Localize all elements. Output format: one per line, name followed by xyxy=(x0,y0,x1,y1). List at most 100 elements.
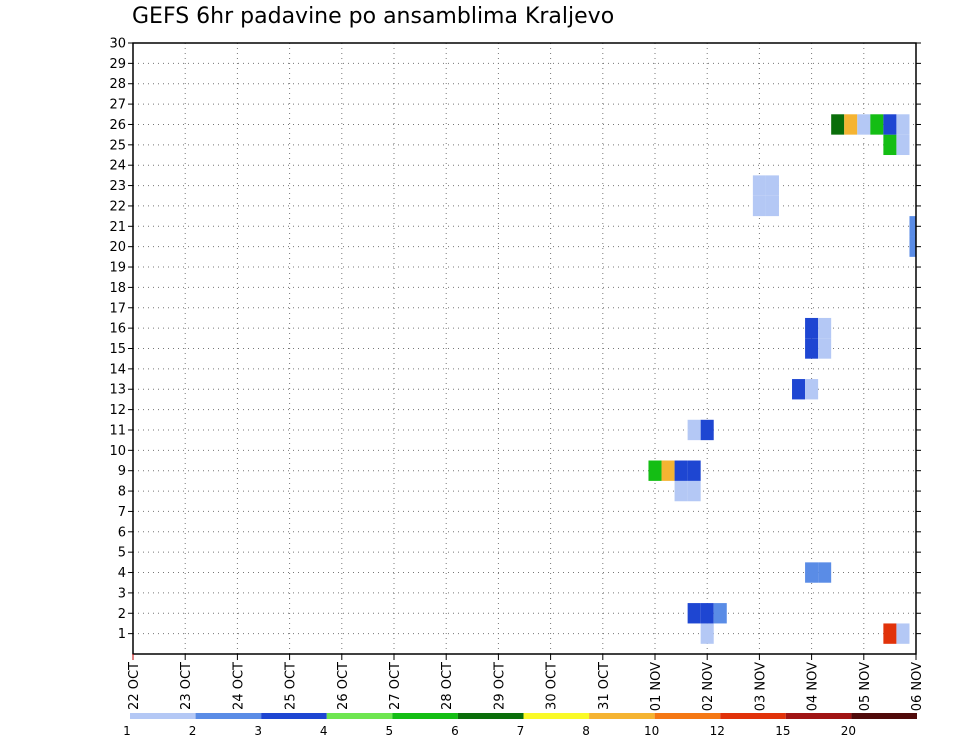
data-cell xyxy=(896,114,910,135)
y-tick-label: 11 xyxy=(109,423,126,438)
y-tick-label: 8 xyxy=(118,485,126,500)
legend-swatch xyxy=(261,713,327,719)
legend-label: 12 xyxy=(710,724,725,738)
legend-swatch xyxy=(720,713,786,719)
y-tick-label: 18 xyxy=(109,281,126,296)
data-cell xyxy=(792,379,806,400)
legend-label: 6 xyxy=(451,724,459,738)
y-tick-label: 13 xyxy=(109,383,126,398)
data-cell xyxy=(765,175,779,196)
data-cell xyxy=(713,603,727,624)
x-tick-label: 06 NOV xyxy=(910,662,925,711)
y-tick-label: 15 xyxy=(109,342,126,357)
y-tick-label: 12 xyxy=(109,403,126,418)
data-cell xyxy=(674,480,688,502)
data-cell xyxy=(896,134,910,156)
data-cell xyxy=(765,195,779,217)
y-tick-label: 2 xyxy=(118,607,126,622)
legend-swatch xyxy=(326,713,393,719)
x-tick-label: 02 NOV xyxy=(701,662,716,711)
legend-swatch xyxy=(195,713,262,719)
x-tick-label: 25 OCT xyxy=(284,662,299,710)
legend-swatch xyxy=(523,713,590,719)
legend-swatch xyxy=(457,713,524,719)
y-tick-label: 23 xyxy=(109,179,126,194)
data-cell xyxy=(752,175,766,196)
y-tick-label: 10 xyxy=(109,444,126,459)
x-tick-label: 31 OCT xyxy=(597,662,612,710)
y-tick-label: 21 xyxy=(109,220,126,235)
x-tick-label: 27 OCT xyxy=(388,662,403,710)
data-cell xyxy=(883,114,897,135)
data-cell xyxy=(805,317,819,339)
y-tick-label: 30 xyxy=(109,37,126,52)
y-tick-label: 27 xyxy=(109,98,126,113)
data-cell xyxy=(909,236,916,257)
chart-title: GEFS 6hr padavine po ansamblima Kraljevo xyxy=(132,4,615,29)
y-tick-label: 4 xyxy=(118,566,126,581)
data-cell xyxy=(805,379,819,400)
legend-swatch xyxy=(785,713,852,719)
y-tick-label: 14 xyxy=(109,362,126,377)
x-tick-label: 05 NOV xyxy=(858,662,873,711)
data-cell xyxy=(752,195,766,217)
data-cell xyxy=(687,460,701,481)
legend-label: 15 xyxy=(775,724,790,738)
data-cell xyxy=(687,480,701,502)
x-tick-label: 30 OCT xyxy=(545,662,560,710)
legend-label: 5 xyxy=(386,724,394,738)
data-cell xyxy=(700,603,714,624)
legend-label: 4 xyxy=(320,724,328,738)
y-tick-label: 6 xyxy=(118,525,126,540)
data-cell xyxy=(700,623,714,644)
x-tick-label: 04 NOV xyxy=(806,662,821,711)
legend-label: 20 xyxy=(841,724,856,738)
data-cell xyxy=(883,623,897,644)
data-cell xyxy=(687,419,701,441)
legend-label: 8 xyxy=(582,724,590,738)
data-cell xyxy=(700,419,714,441)
y-tick-label: 17 xyxy=(109,301,126,316)
y-tick-label: 26 xyxy=(109,118,126,133)
data-cell xyxy=(896,623,910,644)
y-tick-label: 1 xyxy=(118,627,126,642)
data-cell xyxy=(883,134,897,156)
data-cell xyxy=(844,114,858,135)
x-tick-label: 26 OCT xyxy=(336,662,351,710)
x-tick-label: 24 OCT xyxy=(231,662,246,710)
x-tick-label: 23 OCT xyxy=(179,662,194,710)
x-tick-label: 22 OCT xyxy=(127,662,142,710)
y-tick-label: 9 xyxy=(118,464,126,479)
data-cell xyxy=(909,216,916,237)
data-cell xyxy=(831,114,845,135)
x-tick-label: 01 NOV xyxy=(649,662,664,711)
y-tick-label: 24 xyxy=(109,159,126,174)
data-cell xyxy=(674,460,688,481)
legend-label: 10 xyxy=(644,724,659,738)
legend-swatch xyxy=(589,713,655,719)
legend-swatch xyxy=(392,713,458,719)
y-tick-label: 7 xyxy=(118,505,126,520)
x-tick-label: 28 OCT xyxy=(440,662,455,710)
x-tick-label: 03 NOV xyxy=(753,662,768,711)
y-tick-label: 25 xyxy=(109,138,126,153)
data-cell xyxy=(870,114,884,135)
data-cell xyxy=(818,317,832,339)
y-tick-label: 19 xyxy=(109,261,126,276)
y-tick-label: 20 xyxy=(109,240,126,255)
y-tick-label: 29 xyxy=(109,57,126,72)
x-tick-label: 29 OCT xyxy=(492,662,507,710)
data-cell xyxy=(805,338,819,359)
y-tick-label: 22 xyxy=(109,199,126,214)
y-tick-label: 3 xyxy=(118,586,126,601)
legend-label: 3 xyxy=(254,724,262,738)
data-cell xyxy=(818,338,832,359)
y-tick-label: 16 xyxy=(109,322,126,337)
legend-swatch xyxy=(130,713,196,719)
legend-swatch xyxy=(654,713,721,719)
data-cell xyxy=(687,603,701,624)
data-cell xyxy=(818,562,832,583)
legend-label: 1 xyxy=(123,724,131,738)
legend-label: 2 xyxy=(189,724,197,738)
y-tick-label: 28 xyxy=(109,77,126,92)
